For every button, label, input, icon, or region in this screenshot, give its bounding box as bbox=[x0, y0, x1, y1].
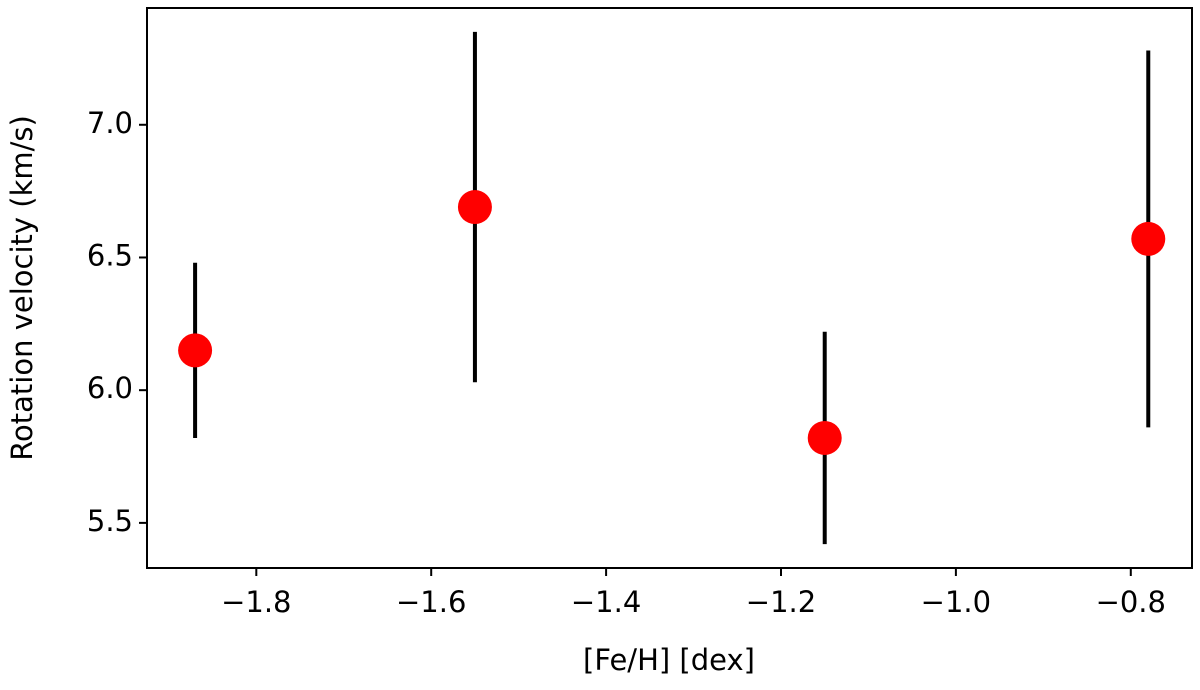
x-tick-label: −0.8 bbox=[1096, 585, 1166, 619]
point bbox=[178, 333, 213, 368]
y-tick-label: 6.0 bbox=[87, 371, 133, 405]
point bbox=[807, 420, 842, 455]
y-tick-label: 7.0 bbox=[87, 106, 133, 140]
y-tick-label: 6.5 bbox=[87, 238, 133, 272]
y-tick-label: 5.5 bbox=[87, 504, 133, 538]
point bbox=[1131, 221, 1166, 256]
x-axis-label: [Fe/H] [dex] bbox=[583, 643, 755, 677]
x-tick-label: −1.6 bbox=[396, 585, 466, 619]
x-tick-label: −1.0 bbox=[921, 585, 991, 619]
plot-frame bbox=[146, 7, 1193, 569]
x-tick-label: −1.8 bbox=[221, 585, 291, 619]
point bbox=[457, 190, 492, 225]
x-tick-label: −1.4 bbox=[571, 585, 641, 619]
x-tick-label: −1.2 bbox=[746, 585, 816, 619]
y-axis-label: Rotation velocity (km/s) bbox=[5, 115, 39, 461]
